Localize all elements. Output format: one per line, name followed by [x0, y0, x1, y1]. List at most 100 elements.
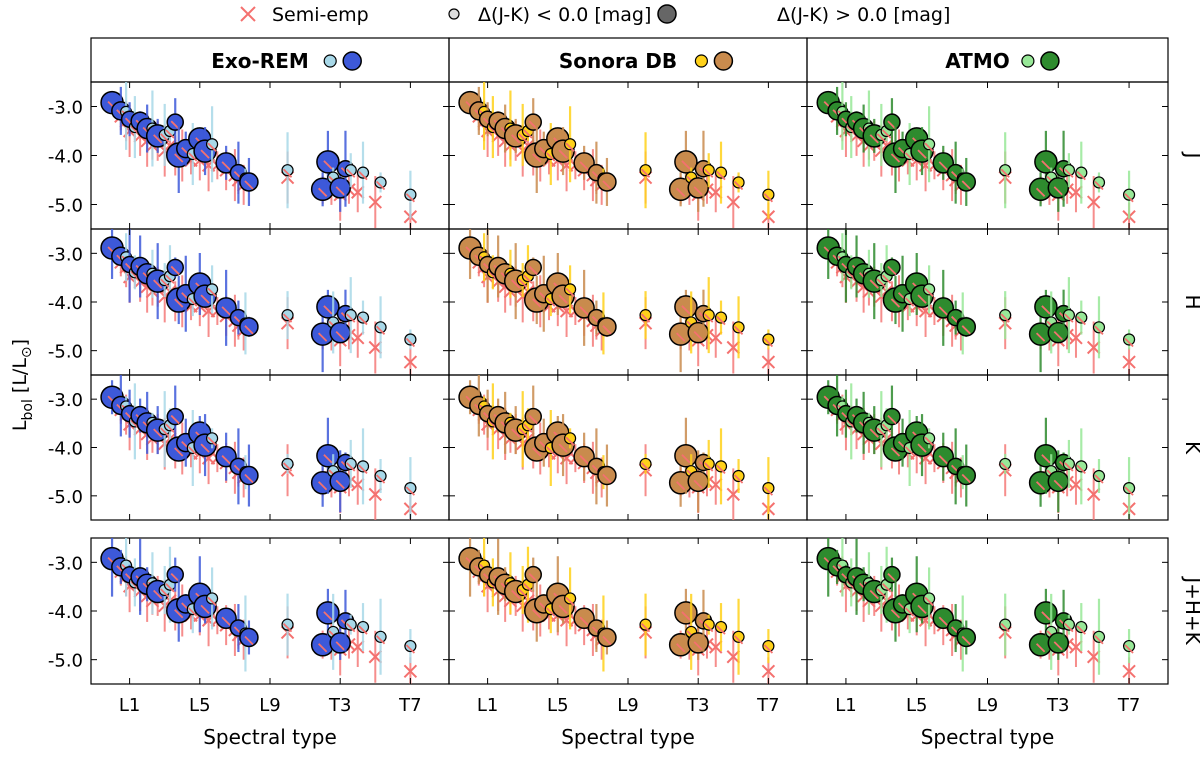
semi-emp-point-arm — [761, 355, 776, 369]
model-point-high — [597, 627, 617, 648]
model-point-high — [329, 632, 351, 654]
semi-emp-overlay — [165, 274, 175, 284]
panel-atmo-h: H — [806, 228, 1200, 376]
model-point-high — [239, 627, 259, 648]
model-point-low — [356, 620, 370, 634]
model-point-low — [923, 432, 936, 445]
semi-emp-overlay — [523, 274, 533, 284]
semi-emp-overlay — [602, 325, 612, 335]
semi-emp-point-arm — [726, 340, 741, 355]
y-tick-label: -5.0 — [48, 196, 83, 217]
semi-emp-overlay — [375, 635, 386, 645]
model-point-low — [999, 164, 1012, 177]
x-axis-label: Spectral type — [203, 725, 337, 749]
model-point-high — [932, 607, 955, 630]
model-point-high — [674, 601, 698, 625]
semi-emp-point-arm — [351, 640, 365, 654]
semi-emp-overlay — [188, 152, 198, 162]
semi-emp-overlay — [165, 423, 175, 433]
semi-emp-overlay — [763, 486, 774, 496]
model-point-low — [732, 321, 745, 334]
semi-emp-overlay — [1124, 193, 1134, 203]
semi-emp-overlay — [890, 153, 901, 163]
model-point-low — [1092, 176, 1106, 189]
y-tick-label: -4.0 — [48, 439, 83, 460]
model-point-high — [956, 627, 977, 648]
semi-emp-overlay — [244, 473, 254, 484]
model-point-high — [316, 295, 340, 319]
semi-emp-overlay — [546, 446, 556, 456]
plot-area — [458, 229, 776, 375]
semi-emp-overlay — [511, 589, 521, 600]
semi-emp-overlay — [602, 473, 612, 484]
semi-emp-overlay — [335, 331, 345, 341]
semi-emp-overlay — [200, 604, 210, 615]
model-point-high — [1047, 470, 1070, 493]
semi-emp-overlay — [716, 171, 726, 181]
header-high-marker — [342, 51, 362, 71]
semi-emp-overlay — [917, 443, 927, 453]
semi-emp-overlay — [358, 464, 368, 474]
semi-emp-overlay — [565, 287, 575, 297]
semi-emp-overlay — [917, 294, 927, 304]
model-point-low — [639, 457, 652, 471]
semi-emp-overlay — [375, 474, 386, 484]
semi-emp-overlay — [881, 423, 892, 433]
y-axis-label-main: L — [9, 420, 31, 431]
panel-frame — [90, 81, 450, 230]
model-point-low — [702, 309, 715, 322]
model-point-high — [883, 407, 901, 426]
semi-emp-overlay — [681, 611, 691, 621]
semi-emp-overlay — [282, 313, 293, 323]
semi-emp-overlay — [1076, 171, 1086, 181]
model-point-high — [597, 465, 617, 486]
model-point-low — [1122, 482, 1136, 495]
semi-emp-overlay — [1035, 187, 1046, 197]
model-point-high — [329, 177, 351, 199]
semi-emp-overlay — [523, 423, 533, 433]
semi-emp-point-arm — [403, 355, 418, 369]
model-header: ATMO — [806, 37, 1169, 83]
model-point-low — [563, 138, 577, 151]
semi-emp-overlay — [1076, 315, 1086, 326]
semi-emp-overlay — [1064, 313, 1074, 323]
model-point-low — [344, 618, 357, 631]
panel-sonora-db-k — [448, 374, 808, 521]
semi-emp-overlay — [602, 180, 612, 190]
semi-emp-overlay — [676, 332, 686, 342]
model-point-low — [404, 333, 417, 346]
band-label: J — [1181, 151, 1200, 159]
semi-emp-overlay — [733, 635, 744, 645]
x-axis-label: Spectral type — [921, 725, 1055, 749]
semi-emp-point-arm — [709, 640, 723, 654]
semi-emp-overlay — [188, 607, 198, 617]
semi-emp-overlay — [579, 455, 589, 465]
band-label: J+H+K — [1181, 575, 1200, 645]
semi-emp-overlay — [346, 168, 356, 178]
axis-labels: Lbol [L/L⊙] — [9, 339, 36, 431]
panel-frame — [806, 374, 1169, 521]
y-axis-label-sun: ⊙ — [19, 346, 35, 358]
semi-emp-overlay — [174, 298, 184, 308]
model-point-low — [344, 164, 357, 177]
semi-emp-overlay — [153, 279, 163, 289]
model-point-high — [687, 632, 709, 654]
x-tick-label: L5 — [189, 695, 210, 716]
model-point-low — [923, 283, 936, 296]
model-header: Exo-REM — [90, 37, 450, 83]
semi-emp-overlay — [244, 325, 254, 335]
semi-emp-overlay — [1094, 474, 1104, 484]
semi-emp-overlay — [704, 313, 714, 323]
model-point-low — [356, 311, 370, 324]
model-point-high — [316, 150, 340, 174]
legend: Semi-emp Δ(J-K) < 0.0 [mag] Δ(J-K) > 0.0 [… — [240, 4, 950, 26]
semi-emp-point-arm — [163, 138, 177, 153]
y-axis-label-sub: bol — [20, 399, 36, 420]
legend-entry-2: Δ(J-K) > 0.0 [mag] — [657, 4, 950, 26]
semi-emp-overlay — [579, 306, 589, 316]
semi-emp-overlay — [282, 462, 293, 472]
semi-emp-overlay — [1094, 325, 1104, 335]
semi-emp-overlay — [1124, 486, 1134, 496]
semi-emp-overlay — [869, 589, 879, 600]
model-point-low — [356, 460, 370, 473]
